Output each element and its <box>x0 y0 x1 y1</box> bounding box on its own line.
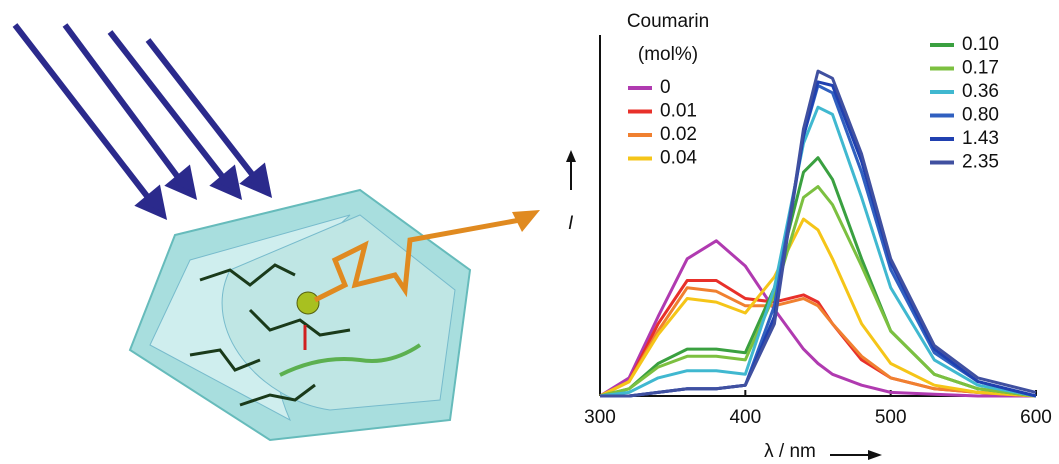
y-arrow-head <box>566 150 576 162</box>
x-tick-label: 500 <box>875 407 907 428</box>
x-tick-label: 400 <box>729 407 761 428</box>
legend-label: 0.80 <box>962 105 999 126</box>
x-arrow-head <box>868 450 882 460</box>
series-line <box>599 185 1037 398</box>
legend-title: Coumarin <box>627 11 709 32</box>
legend-label: 0.01 <box>660 101 697 122</box>
x-tick-label: 600 <box>1020 407 1052 428</box>
legend-label: 0.36 <box>962 81 999 102</box>
legend-label: 0.04 <box>660 148 697 169</box>
series-line <box>599 279 1037 398</box>
series-line <box>599 239 1036 398</box>
legend-label: 0.10 <box>962 34 999 55</box>
x-tick-label: 300 <box>584 407 616 428</box>
legend-label: 0.02 <box>660 124 697 145</box>
illustration <box>12 23 540 442</box>
legend-label: 1.43 <box>962 128 999 149</box>
series-line <box>599 286 1037 398</box>
legend-label: 0.17 <box>962 58 999 79</box>
legend-label: 2.35 <box>962 152 999 173</box>
y-label: I <box>568 213 574 234</box>
legend-subtitle: (mol%) <box>638 44 698 65</box>
x-label: λ / nm <box>764 441 816 462</box>
legend-label: 0 <box>660 77 671 98</box>
series-line <box>600 69 1037 398</box>
series-line <box>599 217 1037 398</box>
series-line <box>599 156 1037 398</box>
